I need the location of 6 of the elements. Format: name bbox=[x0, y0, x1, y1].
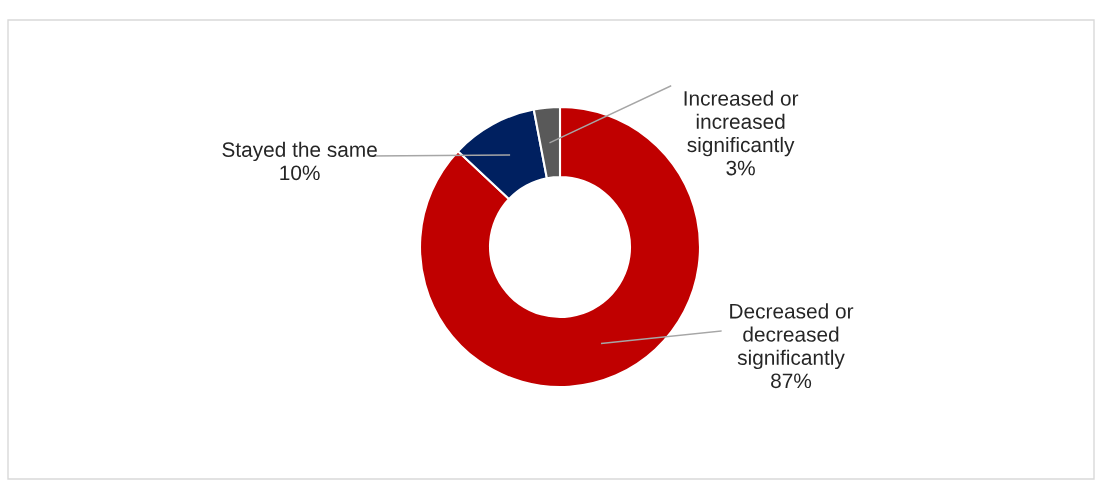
slice-label: Decreased or decreased significantly bbox=[730, 303, 854, 370]
data-label: 3% bbox=[726, 160, 755, 176]
data-label: 87% bbox=[771, 373, 812, 389]
slice-label: Increased or increased significantly bbox=[684, 90, 799, 157]
data-label: 10% bbox=[280, 165, 320, 181]
slice-label: Stayed the same bbox=[222, 141, 377, 162]
